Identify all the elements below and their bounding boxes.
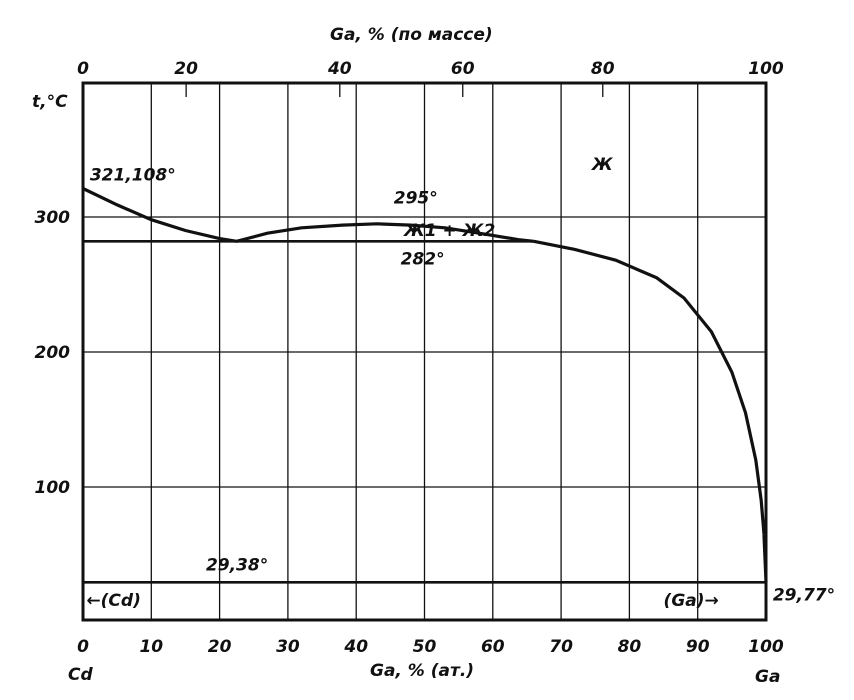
x-tick-label-80: 80: [618, 637, 642, 657]
x-tick-label-90: 90: [686, 637, 710, 657]
top-tick-label-100: 100: [748, 59, 784, 79]
top-tick-label-20: 20: [174, 59, 198, 79]
annotation-3: 282°: [401, 249, 445, 269]
annotation-0: 321,108°: [90, 166, 176, 186]
x-tick-label-60: 60: [481, 637, 505, 657]
top-tick-label-80: 80: [591, 59, 615, 79]
curve-liquidus-Ga: [533, 239, 766, 535]
x-axis-title: Ga, % (ат.): [370, 661, 474, 681]
tick-labels-layer: 0 10 20 30 40 50 60 70 80 90 100 100 200 300 0 20 40 60 80…: [35, 59, 784, 657]
left-end-label: Cd: [68, 665, 93, 685]
plot-frame: [81, 81, 768, 622]
x-tick-label-30: 30: [276, 637, 300, 657]
curve-miscibility-gap: [236, 222, 534, 243]
curve-liquidus-Cd: [82, 187, 237, 243]
y-axis-title: t,°C: [32, 92, 68, 112]
annotation-5: 29,38°: [206, 556, 268, 576]
x-tick-label-10: 10: [139, 637, 163, 657]
y-tick-label-100: 100: [35, 478, 71, 498]
x-tick-label-100: 100: [748, 637, 784, 657]
annotation-2: Ж1 + Ж2: [403, 221, 495, 241]
annotations-layer: 321,108° 295° Ж1 + Ж2 282° Ж 29,38° 29,77° ←(Cd…: [86, 155, 835, 611]
y-tick-label-300: 300: [35, 208, 71, 228]
x-tick-label-70: 70: [549, 637, 573, 657]
x-tick-label-40: 40: [343, 637, 368, 657]
x-tick-label-50: 50: [413, 637, 437, 657]
lines-layer: [82, 187, 768, 584]
y-tick-label-200: 200: [35, 343, 71, 363]
top-tick-label-0: 0: [77, 59, 89, 79]
x-tick-label-20: 20: [208, 637, 232, 657]
top-tick-label-40: 40: [327, 59, 352, 79]
right-end-label: Ga: [755, 667, 780, 687]
top-axis-title: Ga, % (по массе): [330, 25, 493, 45]
annotation-7: ←(Cd): [86, 591, 140, 611]
annotation-8: (Ga)→: [664, 591, 719, 611]
grid-layer: [81, 81, 768, 622]
annotation-6: 29,77°: [773, 585, 835, 605]
annotation-1: 295°: [394, 189, 438, 209]
annotation-4: Ж: [591, 155, 614, 175]
curve-liquidus-Ga-tail: [762, 534, 768, 582]
top-tick-label-60: 60: [451, 59, 475, 79]
x-tick-label-0: 0: [77, 637, 89, 657]
